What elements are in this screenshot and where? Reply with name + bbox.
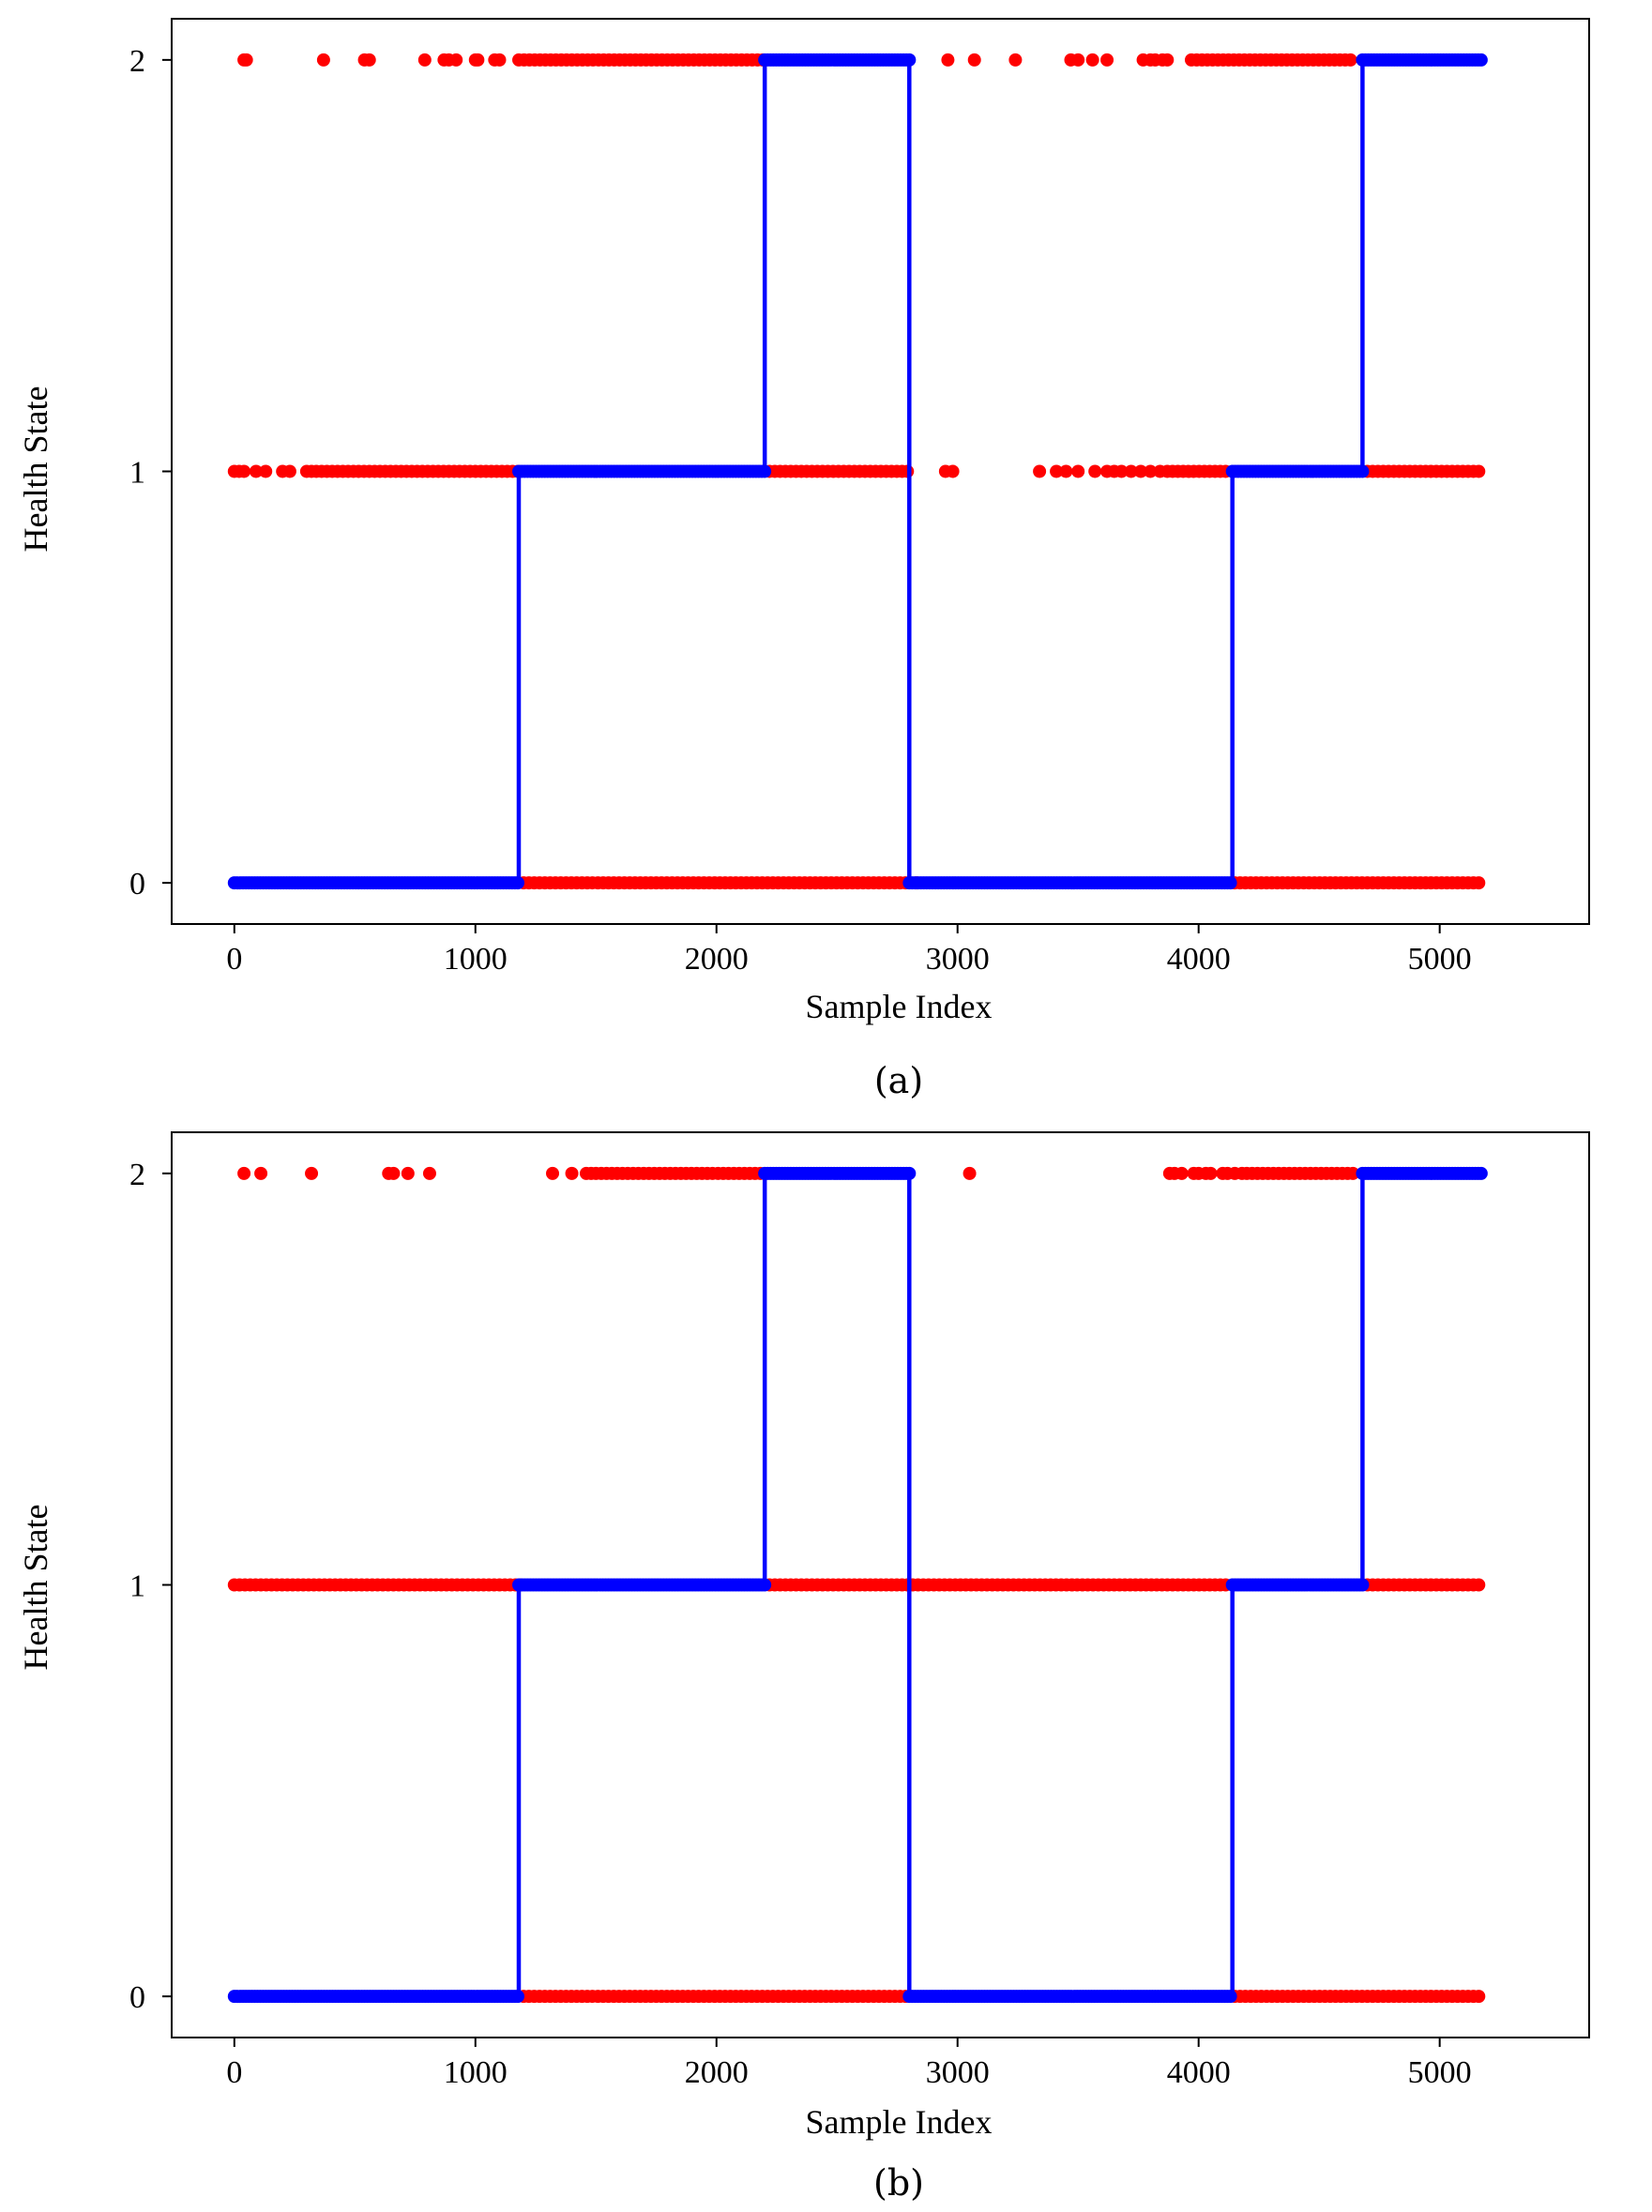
actual-point — [511, 1990, 524, 2003]
actual-point — [1224, 876, 1237, 889]
predicted-point — [566, 1167, 579, 1180]
predicted-point — [1059, 465, 1072, 478]
actual-point — [1224, 1990, 1237, 2003]
predicted-point — [254, 1167, 267, 1180]
predicted-point — [1033, 465, 1046, 478]
predicted-point — [1472, 876, 1485, 889]
predicted-point — [449, 53, 462, 67]
predicted-point — [1008, 53, 1022, 67]
predicted-point — [363, 53, 376, 67]
predicted-point — [237, 465, 250, 478]
predicted-point — [1175, 1167, 1189, 1180]
x-tick-label: 4000 — [1167, 2055, 1231, 2090]
predicted-point — [402, 1167, 415, 1180]
predicted-point — [1088, 465, 1101, 478]
predicted-point — [1154, 465, 1167, 478]
panel-caption: (a) — [874, 1060, 923, 1101]
y-tick-label: 2 — [129, 44, 145, 79]
x-tick-label: 1000 — [444, 942, 508, 977]
actual-point — [902, 53, 916, 67]
predicted-point — [493, 53, 506, 67]
y-tick-label: 0 — [129, 867, 145, 901]
actual-point — [758, 465, 771, 478]
y-tick-label: 1 — [129, 1569, 145, 1604]
predicted-point — [968, 53, 981, 67]
predicted-point — [1071, 465, 1084, 478]
x-tick-label: 2000 — [685, 2055, 749, 2090]
predicted-point — [546, 1167, 559, 1180]
predicted-point — [305, 465, 318, 478]
y-tick-label: 0 — [129, 1980, 145, 2015]
predicted-point — [1160, 53, 1174, 67]
predicted-point — [418, 53, 432, 67]
x-tick-label: 5000 — [1408, 942, 1472, 977]
predicted-point — [305, 1167, 318, 1180]
predicted-point — [240, 53, 253, 67]
predicted-point — [237, 1167, 250, 1180]
figure-background — [0, 0, 1652, 2212]
predicted-point — [283, 465, 296, 478]
x-tick-label: 3000 — [926, 2055, 990, 2090]
predicted-point — [1344, 53, 1357, 67]
panel-caption: (b) — [873, 2162, 924, 2204]
predicted-point — [423, 1167, 436, 1180]
predicted-point — [1235, 1167, 1249, 1180]
predicted-point — [1071, 53, 1084, 67]
y-axis-title: Health State — [17, 386, 54, 553]
predicted-point — [1100, 53, 1114, 67]
figure: Health State Sample Index (a) 0 1000 2000 3… — [0, 0, 1652, 2212]
predicted-point — [941, 53, 954, 67]
x-tick-label: 1000 — [444, 2055, 508, 2090]
y-tick-label: 2 — [129, 1158, 145, 1192]
predicted-point — [1472, 1990, 1485, 2003]
x-tick-label: 2000 — [685, 942, 749, 977]
actual-point — [1356, 1579, 1369, 1592]
actual-point — [758, 1579, 771, 1592]
actual-point — [1475, 53, 1488, 67]
x-axis-title: Sample Index — [806, 988, 993, 1025]
predicted-point — [1472, 465, 1485, 478]
x-tick-label: 3000 — [926, 942, 990, 977]
predicted-point — [386, 1167, 400, 1180]
x-tick-label: 5000 — [1408, 2055, 1472, 2090]
predicted-point — [471, 53, 484, 67]
predicted-point — [947, 465, 960, 478]
x-tick-label: 0 — [226, 942, 242, 977]
x-axis-title: Sample Index — [806, 2103, 993, 2141]
y-axis-title: Health State — [17, 1505, 54, 1671]
predicted-point — [1205, 1167, 1218, 1180]
actual-point — [511, 876, 524, 889]
predicted-point — [963, 1167, 977, 1180]
predicted-point — [1472, 1579, 1485, 1592]
actual-point — [902, 1167, 916, 1180]
actual-point — [1356, 465, 1369, 478]
predicted-point — [1086, 53, 1099, 67]
predicted-point — [317, 53, 330, 67]
x-tick-label: 0 — [226, 2055, 242, 2090]
y-tick-label: 1 — [129, 456, 145, 491]
x-tick-label: 4000 — [1167, 942, 1231, 977]
actual-point — [1475, 1167, 1488, 1180]
predicted-point — [584, 1167, 598, 1180]
predicted-point — [259, 465, 272, 478]
